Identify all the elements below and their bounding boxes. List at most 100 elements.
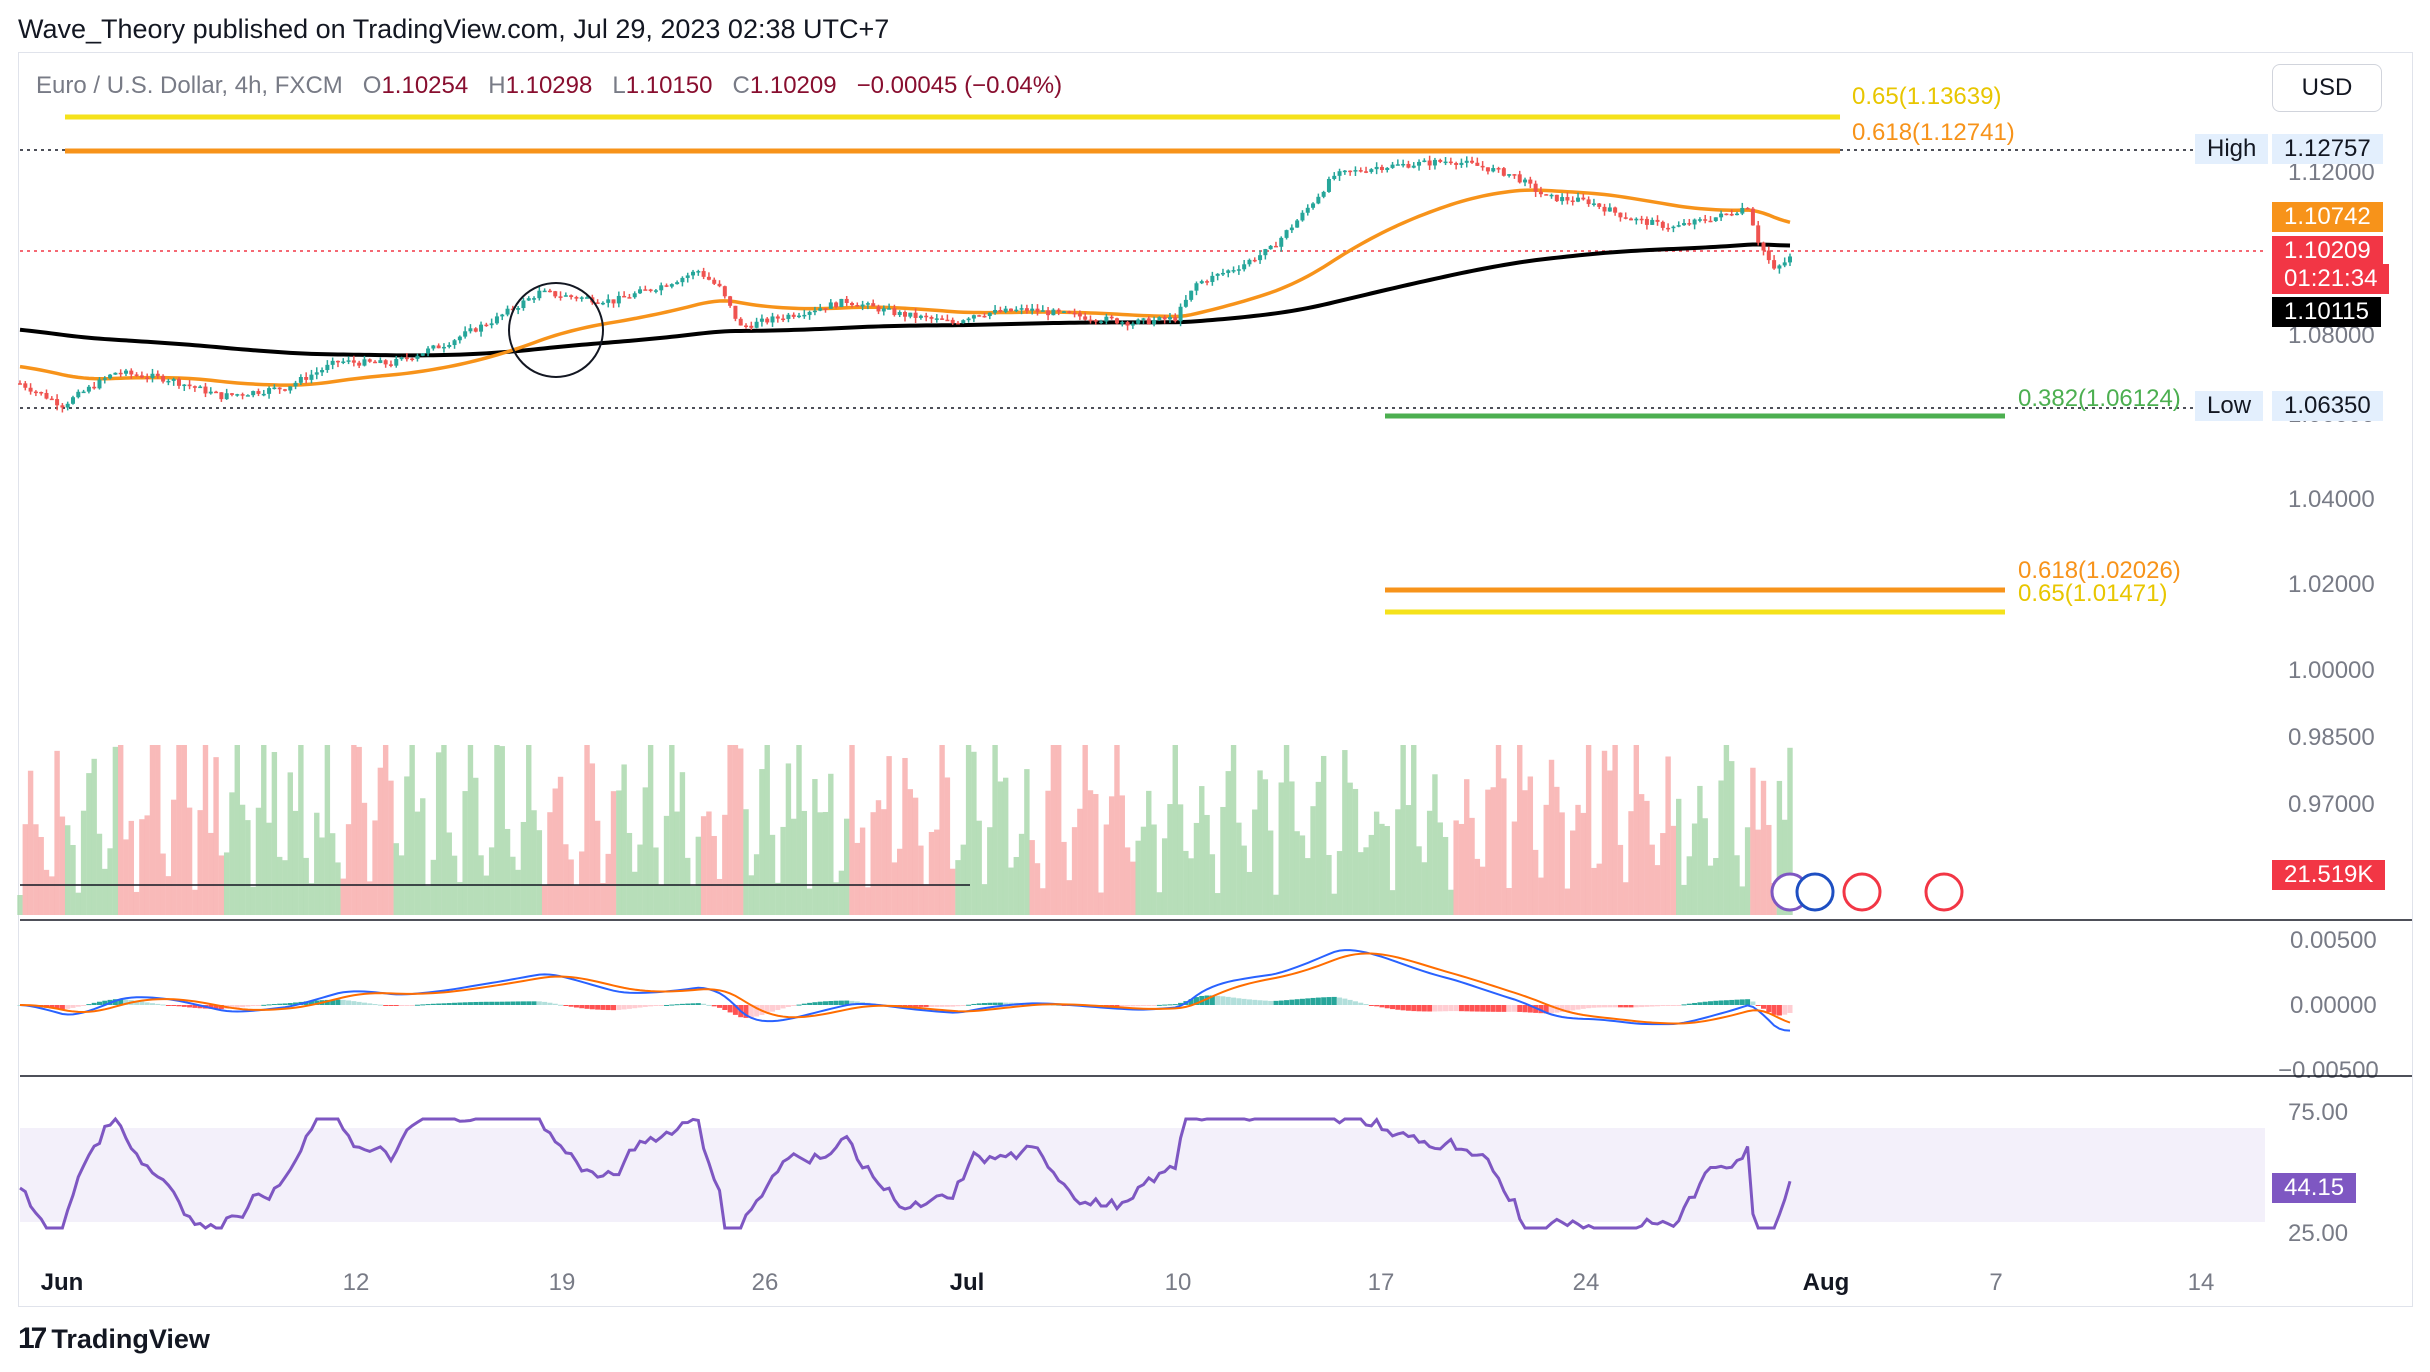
candle-body xyxy=(1305,207,1310,213)
macd-histogram-bar xyxy=(690,1003,696,1005)
time-tick-label: 7 xyxy=(1989,1269,2002,1296)
candle-body xyxy=(219,392,224,400)
candle-body xyxy=(1273,245,1278,248)
candle-body xyxy=(812,310,817,313)
volume-bar xyxy=(356,746,362,915)
candle-body xyxy=(871,303,876,307)
candle-body xyxy=(1109,316,1114,319)
volume-bar xyxy=(192,889,198,915)
macd-histogram-bar xyxy=(1586,1005,1592,1009)
candle-body xyxy=(1639,218,1644,221)
volume-bar xyxy=(536,830,543,915)
volume-bar xyxy=(526,745,532,915)
volume-bar xyxy=(902,757,908,915)
macd-histogram-bar xyxy=(240,1005,246,1008)
volume-bar xyxy=(1384,826,1390,915)
macd-histogram-bar xyxy=(346,1000,352,1005)
macd-histogram-bar xyxy=(1262,1000,1268,1005)
volume-bar xyxy=(1230,745,1237,915)
candle-body xyxy=(1591,203,1596,205)
volume-bar xyxy=(1246,871,1253,915)
volume-bar xyxy=(202,745,209,915)
candle-body xyxy=(722,286,727,297)
candle-body xyxy=(1528,179,1533,184)
rsi-tag: 44.15 xyxy=(2272,1173,2357,1203)
macd-histogram-bar xyxy=(653,1005,659,1006)
candle-body xyxy=(818,308,823,311)
tradingview-logo[interactable]: 17 TradingView xyxy=(18,1322,210,1356)
candle-body xyxy=(1326,178,1331,192)
macd-histogram-bar xyxy=(1358,1002,1364,1005)
candle-body xyxy=(373,361,378,364)
macd-histogram-bar xyxy=(1204,995,1210,1005)
candle-body xyxy=(526,298,531,301)
volume-bar xyxy=(1432,774,1438,915)
macd-histogram-bar xyxy=(1347,999,1353,1005)
volume-bar xyxy=(186,807,193,915)
volume-bar xyxy=(324,745,331,915)
candle-body xyxy=(1279,237,1284,247)
candle-body xyxy=(547,290,552,293)
candle-body xyxy=(542,290,547,293)
candle-body xyxy=(1051,309,1056,316)
candle-body xyxy=(1072,312,1077,315)
candle-body xyxy=(563,295,568,297)
volume-bar xyxy=(520,821,527,915)
macd-histogram-bar xyxy=(754,1005,760,1017)
volume-bar xyxy=(64,825,71,915)
volume-bar xyxy=(1617,844,1624,915)
macd-histogram-bar xyxy=(1443,1005,1449,1012)
macd-histogram-bar xyxy=(1734,999,1740,1005)
candle-body xyxy=(908,312,913,317)
volume-bar xyxy=(1601,750,1608,915)
candle-body xyxy=(1130,323,1135,326)
volume-bar xyxy=(1130,861,1136,915)
volume-bar xyxy=(1098,892,1104,915)
volume-bar xyxy=(372,820,378,915)
volume-bar xyxy=(1517,745,1523,915)
macd-histogram-bar xyxy=(59,1005,65,1010)
volume-bar xyxy=(1575,804,1581,915)
candle-body xyxy=(971,315,976,319)
candle-body xyxy=(468,328,473,332)
macd-histogram-bar xyxy=(616,1005,622,1010)
candle-body xyxy=(1766,250,1771,261)
candle-body xyxy=(1093,320,1098,322)
volume-bar xyxy=(653,847,659,915)
macd-histogram-bar xyxy=(1003,1002,1009,1005)
volume-bar xyxy=(1373,811,1380,915)
volume-bar xyxy=(499,746,505,915)
candle-body xyxy=(463,331,468,337)
macd-histogram-bar xyxy=(1252,999,1258,1005)
macd-histogram-bar xyxy=(171,1005,177,1006)
candle-body xyxy=(123,370,128,374)
macd-histogram-bar xyxy=(351,1001,357,1005)
volume-bar xyxy=(382,745,389,915)
volume-bar xyxy=(1474,858,1481,915)
candle-body xyxy=(28,387,33,392)
candle-body xyxy=(1019,308,1024,310)
macd-histogram-bar xyxy=(340,999,346,1005)
volume-bar xyxy=(335,862,341,915)
currency-button[interactable]: USD xyxy=(2272,64,2382,112)
macd-histogram-bar xyxy=(748,1005,754,1018)
volume-bar xyxy=(981,884,988,915)
volume-bar xyxy=(329,833,336,915)
volume-bar xyxy=(1114,745,1120,915)
volume-bar xyxy=(504,828,511,915)
volume-bar xyxy=(345,824,352,915)
macd-histogram-bar xyxy=(1289,999,1295,1005)
volume-bar xyxy=(748,875,755,915)
candle-body xyxy=(1194,283,1199,291)
candle-body xyxy=(574,297,579,299)
volume-bar xyxy=(1585,745,1592,915)
candle-body xyxy=(1284,230,1289,238)
volume-bar xyxy=(1310,806,1316,915)
macd-histogram-bar xyxy=(685,1003,691,1005)
macd-histogram-bar xyxy=(648,1005,654,1007)
candle-body xyxy=(1295,220,1300,228)
candle-body xyxy=(1629,218,1634,221)
macd-histogram-bar xyxy=(1395,1005,1401,1010)
candle-body xyxy=(738,318,743,326)
